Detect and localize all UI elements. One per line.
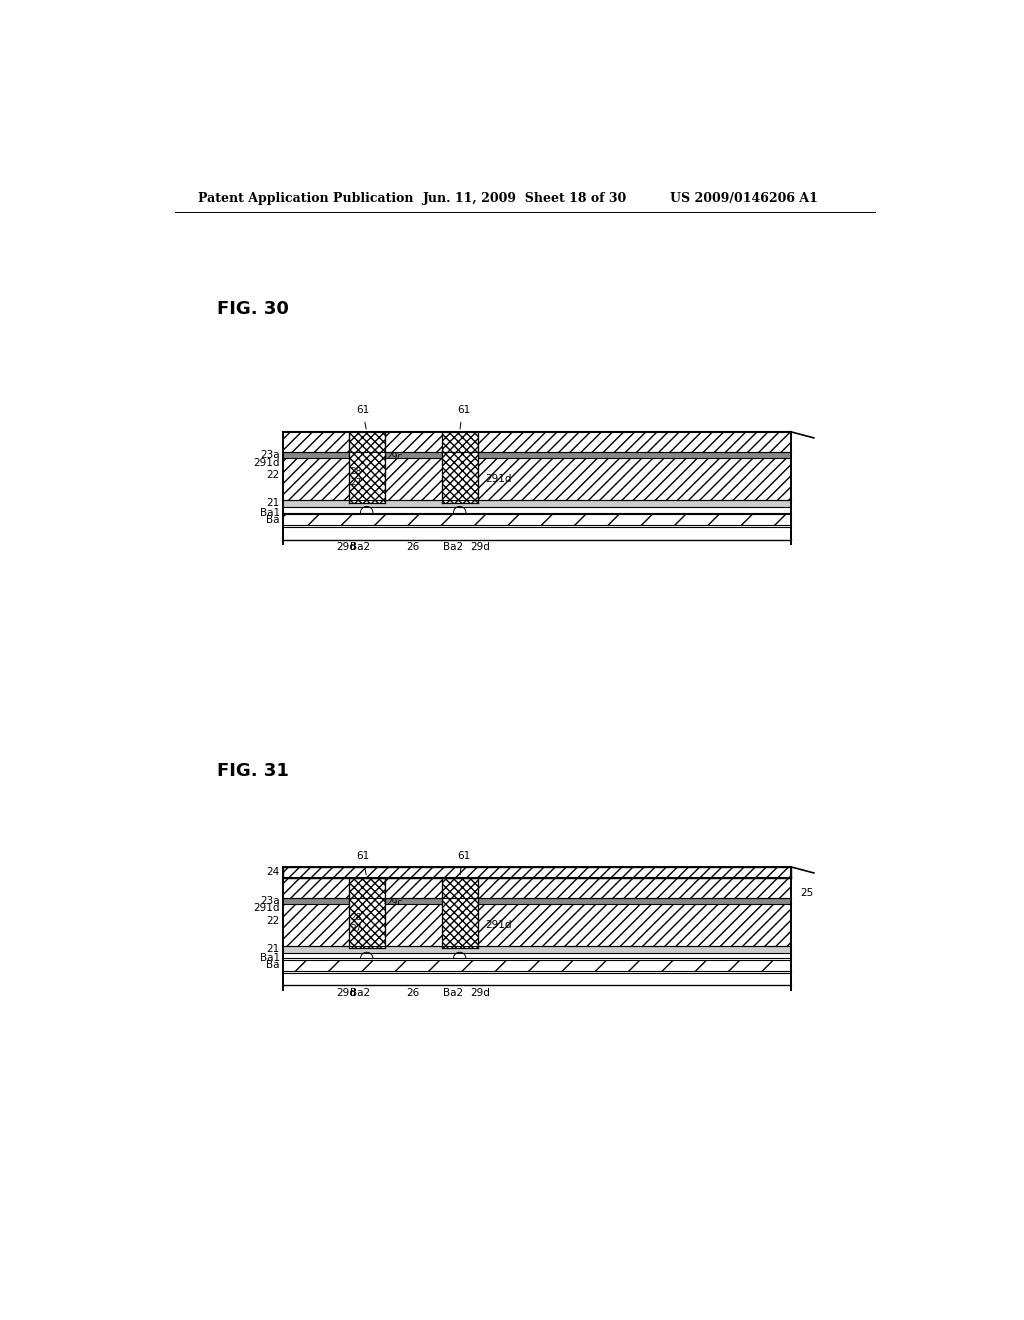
Bar	[442, 432, 477, 503]
Text: 61: 61	[356, 851, 370, 861]
Bar	[349, 878, 385, 949]
Text: 24: 24	[266, 867, 280, 878]
Bar	[385, 898, 442, 904]
Text: 28: 28	[350, 913, 361, 923]
Text: Ba: Ba	[266, 961, 280, 970]
Bar	[283, 878, 349, 898]
Bar	[477, 432, 791, 451]
Bar	[283, 867, 791, 878]
Text: 61: 61	[356, 405, 370, 416]
Bar	[283, 898, 349, 904]
Text: 29d: 29d	[470, 987, 489, 998]
Text: US 2009/0146206 A1: US 2009/0146206 A1	[671, 191, 818, 205]
Text: 23a: 23a	[260, 896, 280, 906]
Bar	[283, 527, 791, 540]
Text: 27: 27	[350, 924, 361, 933]
Text: 28: 28	[350, 467, 361, 477]
Text: 61: 61	[457, 405, 470, 416]
Bar	[283, 973, 791, 985]
Bar	[385, 458, 442, 500]
Bar	[283, 904, 349, 946]
Text: Ba: Ba	[266, 515, 280, 524]
Bar	[283, 960, 791, 970]
Bar	[385, 904, 442, 946]
Text: 291d: 291d	[253, 458, 280, 467]
Text: 29c: 29c	[387, 898, 403, 907]
Text: 291d: 291d	[485, 474, 512, 483]
Bar	[349, 432, 385, 503]
Bar	[283, 515, 791, 525]
Text: Ba1: Ba1	[260, 953, 280, 964]
Text: Ba1: Ba1	[260, 508, 280, 517]
Text: FIG. 30: FIG. 30	[217, 300, 289, 318]
Text: Ba2: Ba2	[442, 543, 463, 552]
Bar	[385, 878, 442, 898]
Text: 29c: 29c	[387, 451, 403, 461]
Bar	[477, 904, 791, 946]
Text: 26: 26	[407, 543, 420, 552]
Bar	[477, 898, 791, 904]
Bar	[477, 451, 791, 458]
Text: 29d: 29d	[337, 987, 356, 998]
Text: Ba2: Ba2	[442, 987, 463, 998]
Text: FIG. 31: FIG. 31	[217, 762, 289, 780]
Text: Ba2: Ba2	[349, 987, 370, 998]
Bar	[283, 500, 791, 507]
Text: Ba2: Ba2	[349, 543, 370, 552]
Bar	[477, 458, 791, 500]
Bar	[283, 946, 791, 953]
Bar	[385, 451, 442, 458]
Text: 29d: 29d	[470, 543, 489, 552]
Text: 21: 21	[266, 499, 280, 508]
Text: 26: 26	[407, 987, 420, 998]
Text: 23a: 23a	[260, 450, 280, 459]
Text: 25: 25	[800, 888, 813, 898]
Text: 291d: 291d	[485, 920, 512, 929]
Text: Jun. 11, 2009  Sheet 18 of 30: Jun. 11, 2009 Sheet 18 of 30	[423, 191, 627, 205]
Bar	[477, 878, 791, 898]
Text: 22: 22	[266, 916, 280, 925]
Bar	[283, 432, 349, 451]
Bar	[442, 878, 477, 949]
Text: 291d: 291d	[253, 903, 280, 913]
Text: 27: 27	[350, 478, 361, 487]
Text: 61: 61	[457, 851, 470, 861]
Text: Patent Application Publication: Patent Application Publication	[198, 191, 414, 205]
Text: 22: 22	[266, 470, 280, 480]
Text: 29d: 29d	[337, 543, 356, 552]
Text: 21: 21	[266, 944, 280, 954]
Bar	[385, 432, 442, 451]
Bar	[283, 451, 349, 458]
Bar	[283, 458, 349, 500]
